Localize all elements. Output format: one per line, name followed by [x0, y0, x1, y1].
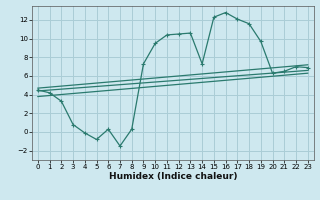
- X-axis label: Humidex (Indice chaleur): Humidex (Indice chaleur): [108, 172, 237, 181]
